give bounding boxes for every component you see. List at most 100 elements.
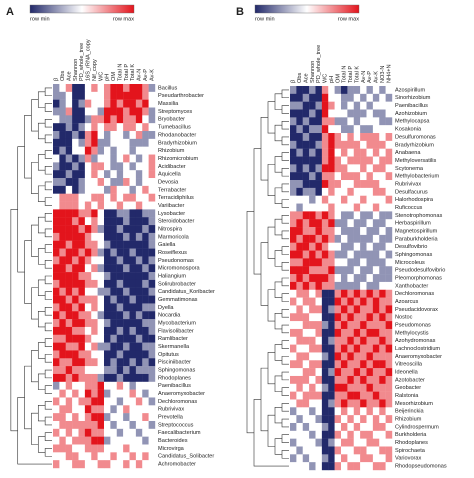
heatmap-cell — [353, 148, 361, 157]
dendrogram-branch — [44, 307, 52, 316]
heatmap-cell — [72, 405, 79, 414]
heatmap-cell — [110, 303, 117, 312]
heatmap-cell — [328, 211, 335, 220]
heatmap-cell — [97, 99, 105, 108]
heatmap-cell — [72, 428, 79, 437]
dendrogram-branch — [274, 312, 282, 330]
heatmap-cell — [142, 397, 149, 406]
heatmap-cell — [110, 162, 117, 171]
heatmap-cell — [366, 250, 374, 259]
heatmap-cell — [341, 391, 348, 400]
heatmap-cell — [148, 84, 156, 93]
heatmap-cell — [334, 383, 342, 392]
heatmap-cell — [309, 195, 316, 204]
heatmap-cell — [110, 193, 117, 202]
heatmap-cell — [315, 328, 323, 337]
heatmap-cell — [135, 326, 143, 335]
heatmap-cell — [84, 193, 92, 202]
heatmap-cell — [148, 452, 156, 461]
heatmap-cell — [84, 279, 92, 288]
heatmap-cell — [360, 368, 367, 377]
heatmap-cell — [321, 133, 329, 142]
heatmap-cell — [328, 297, 335, 306]
heatmap-cell — [309, 375, 316, 384]
heatmap-cell — [360, 360, 367, 369]
heatmap-cell — [315, 415, 323, 424]
heatmap-cell — [290, 93, 297, 102]
heatmap-cell — [59, 225, 66, 234]
heatmap-cell — [302, 125, 310, 134]
heatmap-cell — [53, 420, 60, 430]
heatmap-cell — [65, 232, 73, 241]
heatmap-cell — [135, 209, 143, 218]
heatmap-cell — [347, 281, 354, 290]
heatmap-cell — [353, 172, 361, 181]
heatmap-cell — [65, 272, 73, 281]
heatmap-cell — [315, 148, 323, 157]
heatmap-cell — [309, 422, 316, 432]
heatmap-cell — [129, 295, 137, 304]
heatmap-cell — [123, 154, 130, 163]
heatmap-cell — [84, 107, 92, 116]
heatmap-cell — [72, 162, 79, 171]
heatmap-cell — [110, 460, 117, 469]
heatmap-cell — [372, 360, 380, 369]
heatmap-cell — [53, 287, 60, 296]
heatmap-cell — [334, 407, 342, 416]
heatmap-cell — [97, 256, 105, 265]
heatmap-cell — [334, 328, 342, 337]
row-label: Bryobacter — [158, 117, 185, 123]
heatmap-cell — [116, 162, 124, 171]
heatmap-cell — [148, 444, 156, 453]
heatmap-cell — [72, 178, 79, 187]
heatmap-cell — [347, 266, 354, 275]
heatmap-cell — [379, 454, 386, 463]
heatmap-cell — [341, 125, 348, 134]
heatmap-cell — [347, 454, 354, 463]
row-label: Marmoricola — [158, 234, 190, 240]
column-label: β — [291, 80, 297, 83]
heatmap-cell — [123, 99, 130, 108]
heatmap-cell — [59, 287, 66, 296]
heatmap-cell — [129, 272, 137, 281]
heatmap-cell — [309, 203, 316, 212]
column-label: Total K — [130, 64, 136, 81]
dendrogram-branch — [281, 340, 289, 349]
heatmap-cell — [123, 436, 130, 445]
dendrogram-branch — [44, 134, 52, 144]
heatmap-cell — [72, 201, 79, 210]
heatmap-cell — [385, 383, 393, 392]
heatmap-cell — [385, 336, 393, 345]
heatmap-cell — [135, 217, 143, 226]
heatmap-cell — [385, 454, 393, 463]
heatmap-cell — [366, 399, 374, 408]
row-label: Bacillus — [158, 85, 177, 91]
heatmap-cell — [309, 321, 316, 330]
heatmap-cell — [366, 266, 374, 275]
heatmap-cell — [385, 148, 393, 157]
heatmap-cell — [129, 342, 137, 351]
heatmap-cell — [116, 138, 124, 147]
heatmap-cell — [129, 444, 137, 453]
heatmap-cell — [110, 154, 117, 163]
heatmap-cell — [353, 352, 361, 361]
heatmap-cell — [366, 219, 374, 228]
heatmap-cell — [97, 287, 105, 296]
heatmap-cell — [353, 203, 361, 212]
heatmap-cell — [129, 452, 137, 461]
heatmap-cell — [334, 133, 342, 142]
heatmap-cell — [110, 107, 117, 116]
heatmap-cell — [97, 232, 105, 241]
column-label: WC — [98, 72, 104, 81]
heatmap-cell — [129, 146, 137, 155]
heatmap-cell — [135, 84, 143, 93]
heatmap-cell — [104, 452, 111, 461]
heatmap-cell — [116, 264, 124, 273]
heatmap-cell — [315, 438, 323, 447]
heatmap-cell — [53, 91, 60, 100]
heatmap-cell — [78, 287, 86, 296]
heatmap-cell — [135, 225, 143, 234]
heatmap-cell — [97, 185, 105, 194]
heatmap-cell — [353, 266, 361, 275]
dendrogram-branch — [274, 93, 282, 110]
